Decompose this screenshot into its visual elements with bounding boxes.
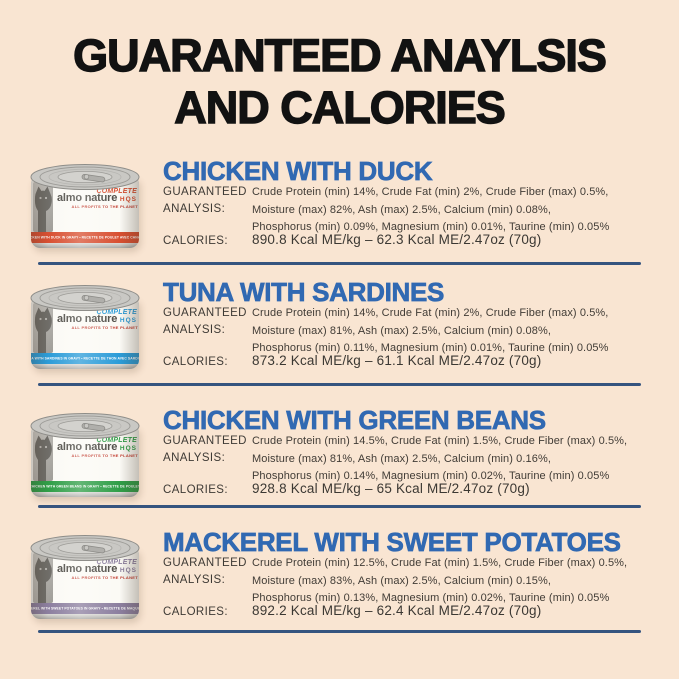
range-label: COMPLETE HQS: [96, 559, 137, 574]
section-divider: [38, 630, 641, 633]
calories-value: 928.8 Kcal ME/kg – 65 Kcal ME/2.47oz (70…: [252, 481, 530, 496]
section-divider: [38, 262, 641, 265]
guaranteed-analysis-label: GUARANTEED ANALYSIS:: [163, 186, 247, 215]
calories-label: CALORIES:: [163, 606, 228, 618]
can-bottom-rim: [31, 614, 139, 619]
can-bottom-rim: [31, 492, 139, 497]
page-title: GUARANTEED ANAYLSIS AND CALORIES: [0, 29, 679, 134]
product-name: CHICKEN WITH DUCK: [163, 156, 433, 187]
can-bottom-rim: [31, 243, 139, 248]
can-lid: [30, 413, 140, 439]
can-flavor-band: TUNA WITH SARDINES IN GRAVY • RECETTE DE…: [31, 353, 139, 364]
calories-label: CALORIES:: [163, 484, 228, 496]
can-photo-tuna-sardines: almo nature ALL PROFITS TO THE PLANET CO…: [30, 285, 140, 369]
product-section-tuna-sardines: almo nature ALL PROFITS TO THE PLANET CO…: [0, 271, 679, 389]
product-section-mackerel-sweet-potatoes: almo nature ALL PROFITS TO THE PLANET CO…: [0, 521, 679, 639]
product-name: MACKEREL WITH SWEET POTATOES: [163, 527, 622, 558]
section-divider: [38, 505, 641, 508]
brand-block: almo nature ALL PROFITS TO THE PLANET: [57, 441, 138, 462]
guaranteed-analysis-label: GUARANTEED ANALYSIS:: [163, 307, 247, 336]
brand-tagline: ALL PROFITS TO THE PLANET: [71, 325, 138, 330]
can-bottom-rim: [31, 364, 139, 369]
can-photo-chicken-green-beans: almo nature ALL PROFITS TO THE PLANET CO…: [30, 413, 140, 497]
brand-tagline: ALL PROFITS TO THE PLANET: [71, 204, 138, 209]
section-divider: [38, 383, 641, 386]
calories-label: CALORIES:: [163, 235, 228, 247]
guaranteed-analysis-value: Crude Protein (min) 12.5%, Crude Fat (mi…: [252, 557, 628, 604]
calories-value: 873.2 Kcal ME/kg – 61.1 Kcal ME/2.47oz (…: [252, 353, 542, 368]
product-section-chicken-duck: almo nature ALL PROFITS TO THE PLANET CO…: [0, 150, 679, 268]
brand-logo: almo nature: [57, 313, 118, 325]
guaranteed-analysis-value: Crude Protein (min) 14%, Crude Fat (min)…: [252, 186, 610, 233]
brand-block: almo nature ALL PROFITS TO THE PLANET: [57, 192, 138, 213]
range-label: COMPLETE HQS: [96, 437, 137, 452]
brand-tagline: ALL PROFITS TO THE PLANET: [71, 453, 138, 458]
calories-label: CALORIES:: [163, 356, 228, 368]
page-title-line2: AND CALORIES: [174, 81, 507, 134]
can-photo-chicken-duck: almo nature ALL PROFITS TO THE PLANET CO…: [30, 164, 140, 248]
range-label: COMPLETE HQS: [96, 309, 137, 324]
calories-value: 892.2 Kcal ME/kg – 62.4 Kcal ME/2.47oz (…: [252, 603, 542, 618]
brand-logo: almo nature: [57, 441, 118, 453]
product-section-chicken-green-beans: almo nature ALL PROFITS TO THE PLANET CO…: [0, 399, 679, 517]
guaranteed-analysis-value: Crude Protein (min) 14.5%, Crude Fat (mi…: [252, 435, 628, 482]
brand-logo: almo nature: [57, 563, 118, 575]
brand-block: almo nature ALL PROFITS TO THE PLANET: [57, 313, 138, 334]
can-photo-mackerel-sweet-potatoes: almo nature ALL PROFITS TO THE PLANET CO…: [30, 535, 140, 619]
product-name: CHICKEN WITH GREEN BEANS: [163, 405, 547, 436]
brand-block: almo nature ALL PROFITS TO THE PLANET: [57, 563, 138, 584]
can-flavor-band: CHICKEN WITH GREEN BEANS IN GRAVY • RECE…: [31, 481, 139, 492]
can-lid: [30, 535, 140, 561]
guaranteed-analysis-value: Crude Protein (min) 14%, Crude Fat (min)…: [252, 307, 609, 354]
product-name: TUNA WITH SARDINES: [163, 277, 445, 308]
calories-value: 890.8 Kcal ME/kg – 62.3 Kcal ME/2.47oz (…: [252, 232, 542, 247]
can-lid: [30, 164, 140, 190]
range-label: COMPLETE HQS: [96, 188, 137, 203]
guaranteed-analysis-label: GUARANTEED ANALYSIS:: [163, 435, 247, 464]
brand-tagline: ALL PROFITS TO THE PLANET: [71, 575, 138, 580]
can-flavor-band: MACKEREL WITH SWEET POTATOES IN GRAVY • …: [31, 603, 139, 614]
can-lid: [30, 285, 140, 311]
brand-logo: almo nature: [57, 192, 118, 204]
can-flavor-band: CHICKEN WITH DUCK IN GRAVY • RECETTE DE …: [31, 232, 139, 243]
page-title-line1: GUARANTEED ANAYLSIS: [72, 29, 607, 81]
guaranteed-analysis-label: GUARANTEED ANALYSIS:: [163, 557, 247, 586]
